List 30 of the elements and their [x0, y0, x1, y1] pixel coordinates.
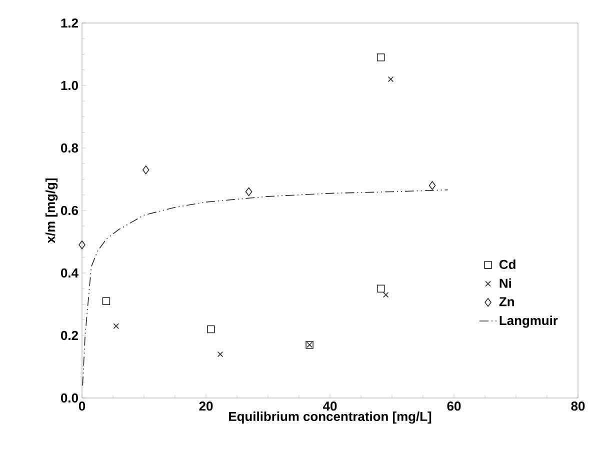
point [217, 351, 224, 358]
legend-label: Ni [500, 278, 511, 288]
x-tick-label: 20 [199, 402, 213, 411]
point [376, 284, 385, 292]
point [102, 297, 110, 305]
x-tick-label: 40 [323, 402, 337, 411]
y-tick-label: 1.2 [61, 18, 78, 28]
legend-label: Zn [499, 297, 514, 306]
y-tick-label: 0.6 [61, 206, 78, 216]
x-tick-label: 80 [571, 402, 585, 411]
point [245, 187, 252, 196]
x-tick-label: 0 [78, 402, 86, 411]
point [376, 53, 385, 62]
point [78, 240, 86, 250]
point [382, 292, 389, 298]
legend-label: Langmuir [500, 316, 558, 328]
y-tick-label: 0.8 [61, 143, 78, 153]
y-tick-label: 0.2 [61, 330, 78, 340]
legend-label: Cd [499, 260, 516, 270]
y-tick-label: 0.0 [61, 393, 78, 403]
point [207, 325, 215, 334]
y-tick-label: 0.4 [61, 268, 78, 278]
x-axis-title: Equilibrium concentration [mg/L] [229, 412, 432, 424]
point [142, 165, 150, 174]
point [113, 323, 119, 329]
point [428, 181, 436, 190]
x-tick-label: 60 [447, 402, 461, 411]
y-tick-label: 1.0 [61, 80, 78, 90]
point [388, 76, 394, 82]
y-axis-title: x/m [mg/g] [45, 178, 58, 244]
